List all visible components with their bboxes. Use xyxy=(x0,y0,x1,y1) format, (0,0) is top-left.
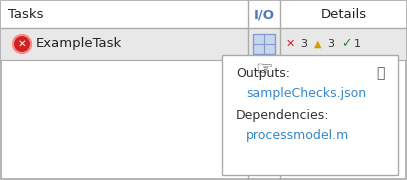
Text: ▲: ▲ xyxy=(314,39,322,49)
Text: Tasks: Tasks xyxy=(8,8,44,21)
Text: ✓: ✓ xyxy=(341,37,352,51)
Text: 3: 3 xyxy=(300,39,307,49)
Circle shape xyxy=(13,35,31,53)
Text: 3: 3 xyxy=(327,39,334,49)
Text: processmodel.m: processmodel.m xyxy=(246,129,349,141)
Text: Details: Details xyxy=(320,8,367,21)
Text: ☞: ☞ xyxy=(255,60,273,79)
Text: Dependencies:: Dependencies: xyxy=(236,109,330,122)
Text: 📌: 📌 xyxy=(376,66,384,80)
Bar xyxy=(222,55,398,175)
Text: I/O: I/O xyxy=(254,8,274,21)
Text: Outputs:: Outputs: xyxy=(236,66,290,80)
Text: ExampleTask: ExampleTask xyxy=(36,37,122,51)
Text: ✕: ✕ xyxy=(18,39,26,49)
Text: 1: 1 xyxy=(354,39,361,49)
Bar xyxy=(1,1,406,28)
Text: sampleChecks.json: sampleChecks.json xyxy=(246,87,366,100)
Bar xyxy=(1,28,406,60)
Text: ✕: ✕ xyxy=(286,39,295,49)
Bar xyxy=(253,34,275,54)
